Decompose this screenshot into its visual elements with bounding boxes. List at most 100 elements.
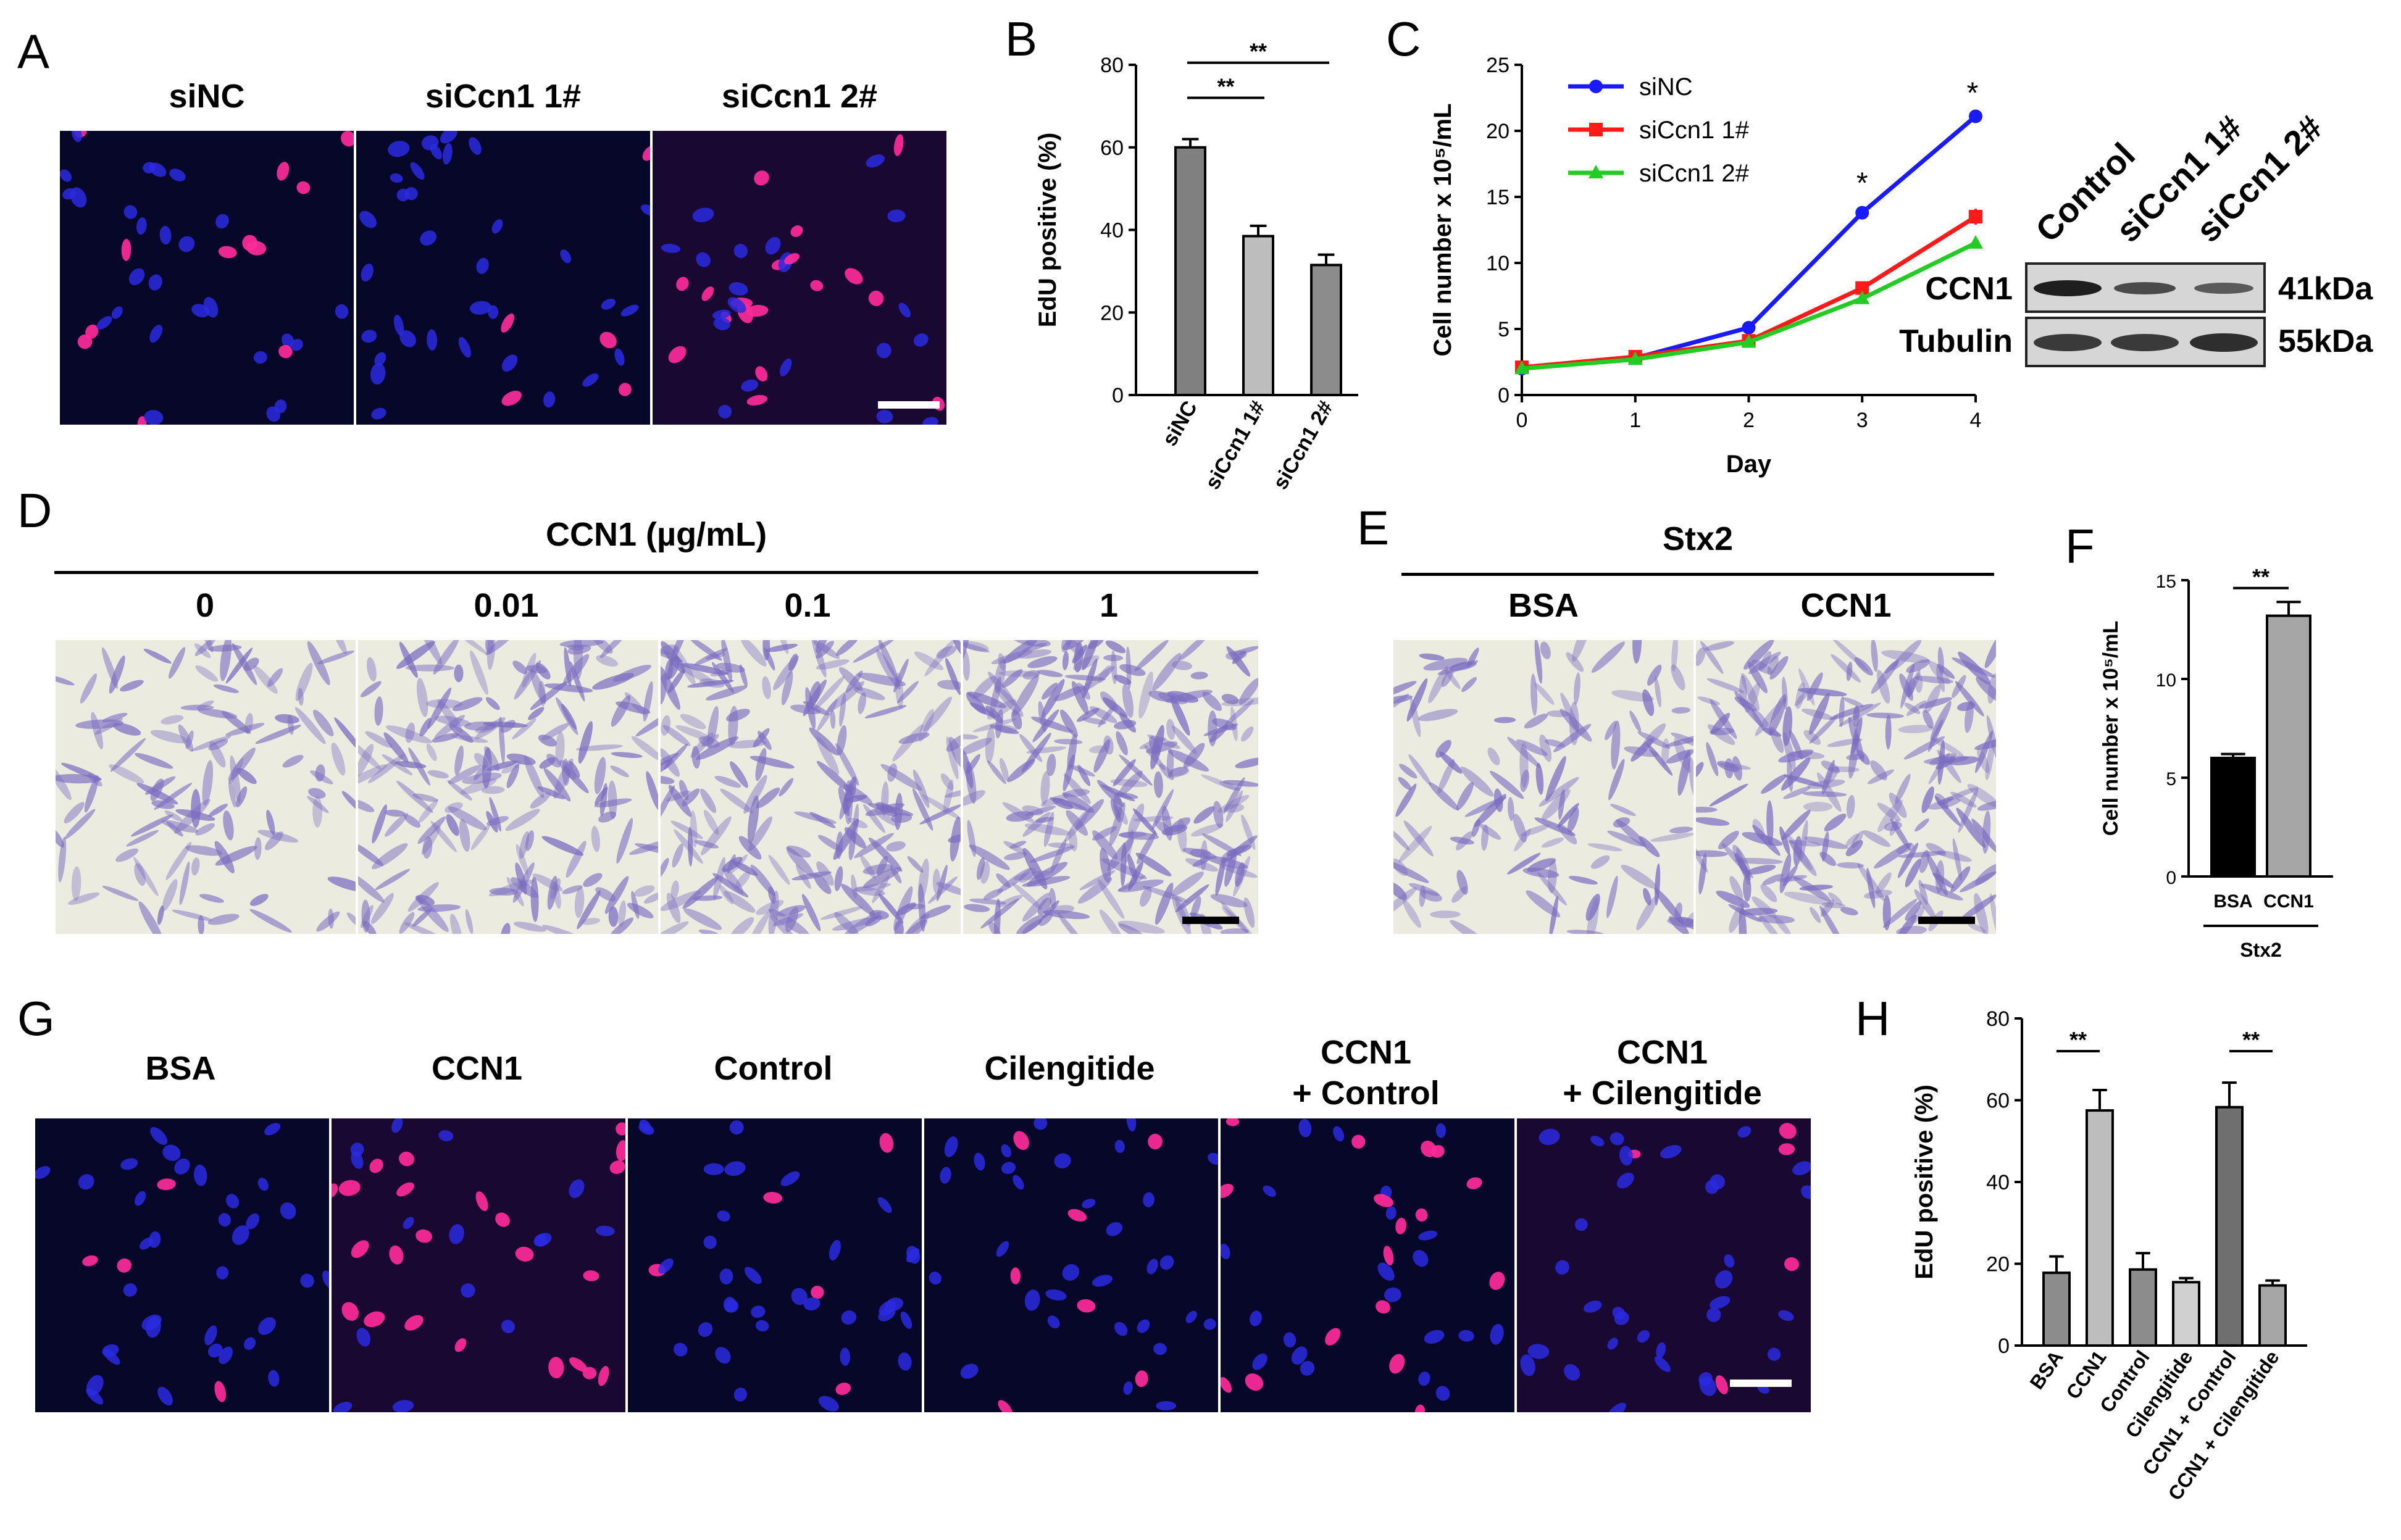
stained-cell — [670, 880, 679, 900]
stained-cell — [967, 820, 976, 857]
nucleus — [533, 1233, 552, 1247]
legend-marker — [1589, 80, 1603, 93]
stained-cell — [987, 672, 1017, 706]
x-tick-label: siCcn1 1# — [1201, 397, 1270, 494]
stained-cell — [594, 757, 606, 794]
stained-cell — [1643, 888, 1651, 905]
data-point — [1855, 206, 1869, 220]
stained-cell — [1012, 883, 1043, 910]
stained-cell — [821, 906, 863, 920]
d-rule — [54, 571, 1258, 574]
stained-cell — [1839, 696, 1845, 728]
stained-cell — [1210, 894, 1248, 908]
e-image-ccn1 — [1695, 639, 1997, 935]
stained-cell — [1705, 641, 1735, 651]
edu-positive-nucleus — [117, 1258, 132, 1273]
stained-cell — [1846, 661, 1853, 681]
edu-positive-nucleus — [1414, 1404, 1425, 1412]
y-axis-label: EdU positive (%) — [1034, 133, 1061, 328]
stained-cell — [1079, 870, 1116, 891]
stained-cell — [878, 640, 898, 681]
nucleus — [128, 268, 145, 286]
d-image-1 — [962, 639, 1259, 935]
stained-cell — [609, 917, 634, 934]
stained-cell — [898, 732, 930, 744]
stained-cell — [109, 656, 125, 694]
stained-cell — [191, 857, 200, 876]
legend-marker — [1589, 123, 1603, 136]
stained-cell — [1871, 659, 1900, 694]
nucleus — [1608, 1402, 1626, 1412]
legend-label: siNC — [1639, 73, 1693, 101]
stained-cell — [574, 886, 585, 918]
nucleus — [232, 1225, 249, 1245]
stained-cell — [710, 669, 732, 676]
stained-cell — [755, 747, 767, 781]
stained-cell — [1393, 681, 1417, 698]
stained-cell — [832, 917, 877, 931]
stained-cell — [1908, 669, 1921, 697]
sig-f: ** — [2252, 564, 2269, 589]
stained-cell — [972, 676, 996, 699]
stained-cell — [706, 685, 747, 701]
edu-positive-nucleus — [746, 394, 767, 406]
stained-cell — [1082, 640, 1100, 670]
stained-cell — [1062, 651, 1069, 670]
edu-positive-nucleus — [214, 1381, 227, 1402]
nucleus — [1062, 1264, 1080, 1281]
stained-cell — [1854, 657, 1873, 676]
stained-cell — [1520, 824, 1550, 836]
stained-cell — [482, 747, 492, 789]
nucleus — [157, 1386, 173, 1406]
nucleus — [733, 1388, 747, 1402]
stained-cell — [1684, 911, 1693, 928]
stained-cell — [486, 760, 518, 771]
stained-cell — [1608, 759, 1625, 801]
y-tick-label: 80 — [1986, 1007, 2010, 1031]
stained-cell — [1877, 799, 1903, 832]
stained-cell — [1043, 812, 1054, 847]
edu-positive-nucleus — [893, 134, 904, 156]
edu-positive-nucleus — [501, 391, 522, 406]
stained-cell — [1075, 799, 1104, 830]
stained-cell — [1150, 725, 1164, 770]
stained-cell — [599, 783, 608, 817]
stained-cell — [1493, 788, 1503, 812]
stained-cell — [816, 736, 840, 775]
nucleus — [1263, 1185, 1276, 1197]
stained-cell — [370, 893, 394, 925]
stained-cell — [864, 705, 907, 718]
y-tick-label: 20 — [1100, 301, 1124, 325]
edu-positive-nucleus — [1784, 1257, 1799, 1272]
edu-positive-nucleus — [85, 324, 99, 339]
stained-cell — [1904, 702, 1921, 714]
edu-positive-nucleus — [1430, 1145, 1445, 1158]
nucleus — [1123, 1381, 1133, 1395]
stained-cell — [895, 672, 904, 709]
stained-cell — [1862, 830, 1891, 847]
bar — [1242, 235, 1274, 396]
nucleus — [840, 1347, 851, 1366]
stained-cell — [525, 665, 547, 674]
stained-cell — [198, 708, 238, 719]
stained-cell — [1867, 769, 1895, 785]
nucleus — [1610, 1132, 1624, 1146]
nucleus — [1710, 1296, 1731, 1309]
stained-cell — [1898, 725, 1934, 733]
stained-cell — [1781, 757, 1811, 791]
stained-cell — [890, 865, 902, 884]
stained-cell — [963, 749, 974, 788]
stained-cell — [133, 857, 159, 896]
stained-cell — [407, 882, 439, 912]
stained-cell — [885, 841, 906, 852]
stained-cell — [967, 691, 1007, 709]
legend-label: siCcn1 2# — [1639, 160, 1750, 187]
stained-cell — [945, 657, 961, 695]
stained-cell — [1896, 926, 1927, 934]
stained-cell — [594, 798, 632, 808]
stained-cell — [727, 739, 767, 749]
stained-cell — [1456, 781, 1474, 810]
stained-cell — [315, 764, 325, 782]
stained-cell — [1172, 725, 1197, 754]
stained-cell — [1971, 818, 1996, 854]
